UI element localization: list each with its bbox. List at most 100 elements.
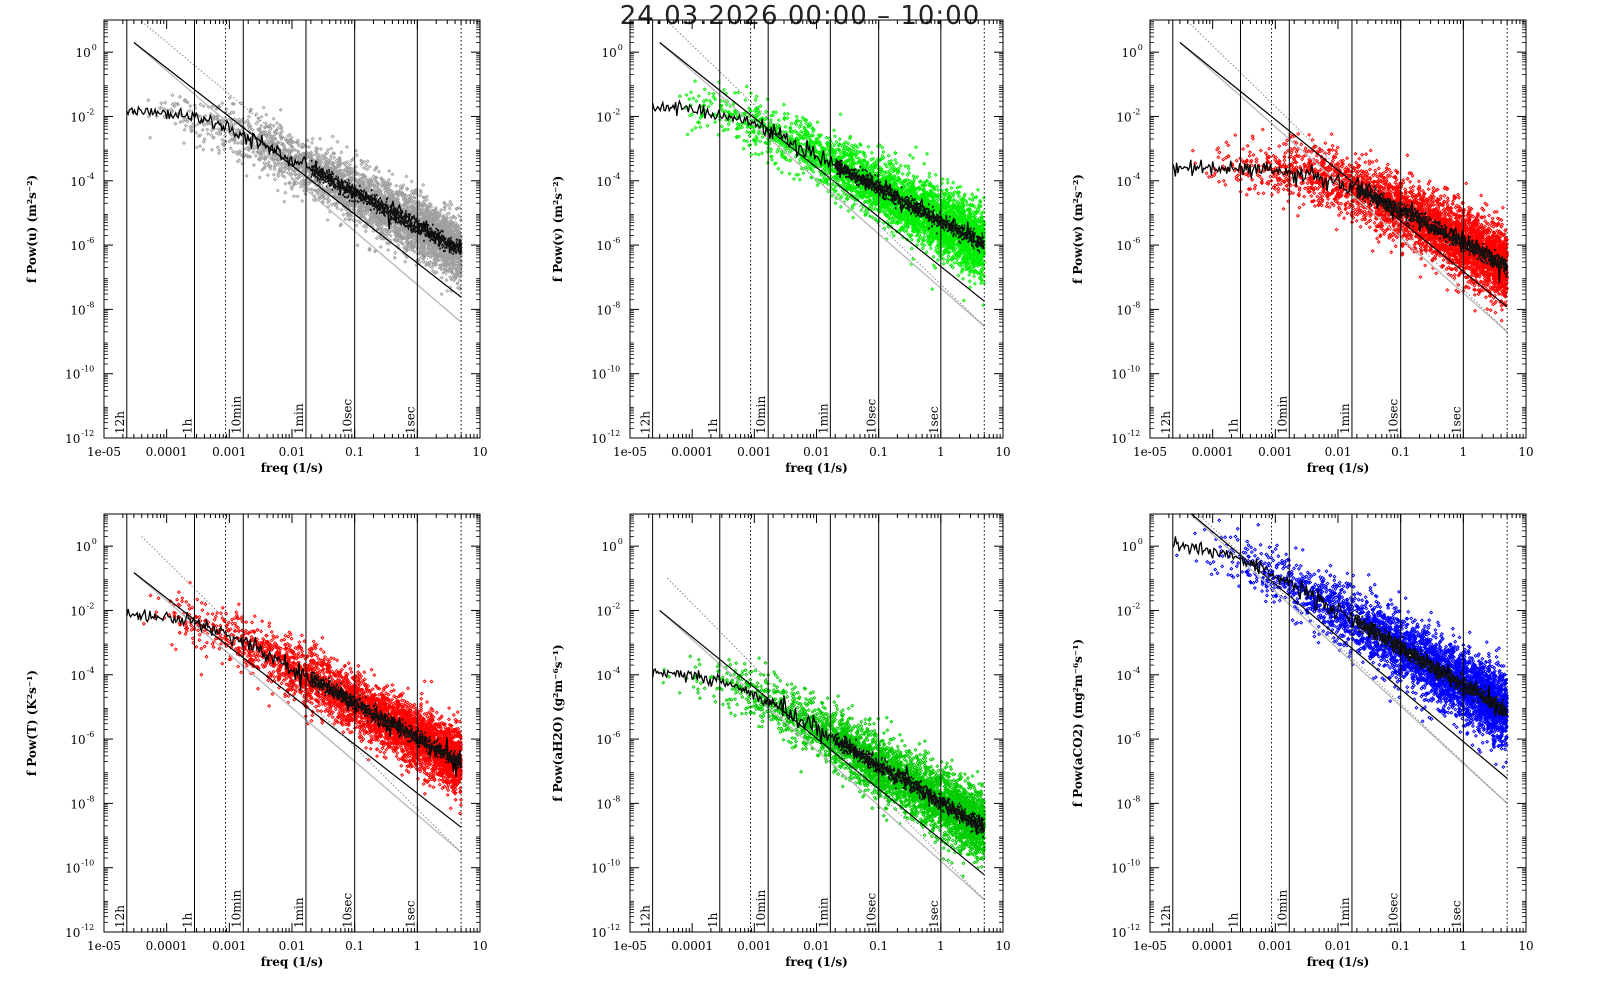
dotted-reference-line [141,536,462,853]
y-tick-label: 10 -2 [1116,107,1140,124]
y-tick-label: 10 -12 [1111,429,1140,446]
svg-text:10: 10 [596,733,611,747]
y-tick-label: 10 -10 [1111,859,1140,876]
y-axis-title: f Pow(w) (m²s⁻²) [1071,174,1085,284]
x-tick-label: 1e-05 [1133,445,1167,459]
marker-label-1sec: 1sec [403,406,417,434]
x-tick-label: 1 [1460,939,1468,953]
x-tick-label: 0.01 [1325,445,1352,459]
svg-text:10: 10 [65,432,80,446]
x-tick-label: 0.1 [1391,939,1410,953]
svg-text:10: 10 [591,368,606,382]
y-tick-label: 10 -6 [596,236,620,253]
x-axis-title: freq (1/s) [1307,955,1370,969]
svg-text:-10: -10 [607,859,620,868]
svg-text:10: 10 [1111,368,1126,382]
marker-label-12h: 12h [1159,905,1173,928]
svg-text:10: 10 [1122,46,1137,60]
marker-label-1h: 1h [180,418,194,434]
x-tick-label: 0.001 [1258,939,1292,953]
svg-text:10: 10 [70,110,85,124]
svg-text:10: 10 [65,368,80,382]
averaged-spectrum-band [834,158,985,254]
averaged-spectrum-band [834,733,986,838]
marker-label-1h: 1h [180,912,194,928]
spectrum-panel-1: 12h 1h 10min 1min 10sec 1sec 1e-05 0.0001 0.001 0… [25,19,488,475]
svg-text:-10: -10 [1127,859,1140,868]
plot-area [1172,514,1510,804]
svg-text:0: 0 [1138,537,1143,546]
x-tick-label: 1 [414,939,422,953]
marker-label-12h: 12h [639,905,653,928]
svg-text:0: 0 [618,537,623,546]
marker-label-12h: 12h [113,905,127,928]
marker-label-10sec: 10sec [865,398,879,434]
x-tick-label: 0.1 [345,939,364,953]
averaged-spectrum-band [310,671,462,769]
y-tick-label: 10 -12 [65,923,94,940]
svg-text:10: 10 [70,669,85,683]
marker-label-12h: 12h [639,411,653,434]
x-tick-label: 1e-05 [613,939,647,953]
svg-text:-8: -8 [1133,794,1141,803]
svg-text:10: 10 [596,175,611,189]
x-tick-label: 0.1 [1391,445,1410,459]
y-axis-title: f Pow(u) (m²s⁻²) [25,175,39,283]
x-tick-label: 0.1 [869,939,888,953]
reference-line [133,42,462,298]
svg-text:-12: -12 [1127,429,1140,438]
marker-label-12h: 12h [113,411,127,434]
marker-label-1h: 1h [1226,418,1240,434]
svg-text:-8: -8 [613,300,621,309]
x-tick-label: 1 [937,939,945,953]
svg-text:10: 10 [1111,862,1126,876]
y-tick-label: 10 -8 [70,300,94,317]
svg-text:10: 10 [1111,926,1126,940]
x-axis-title: freq (1/s) [1307,461,1370,475]
svg-text:10: 10 [596,604,611,618]
y-tick-label: 10 0 [602,43,623,60]
y-tick-label: 10 -12 [1111,923,1140,940]
svg-text:-8: -8 [1133,300,1141,309]
svg-text:10: 10 [70,604,85,618]
x-tick-label: 1e-05 [87,939,121,953]
y-tick-label: 10 -4 [596,172,620,189]
averaged-spectrum-line [126,608,462,778]
x-tick-label: 0.0001 [146,445,188,459]
svg-text:10: 10 [602,46,617,60]
svg-text:-12: -12 [1127,923,1140,932]
svg-text:10: 10 [596,797,611,811]
svg-text:-10: -10 [1127,365,1140,374]
svg-text:-2: -2 [87,107,95,116]
plot-area [126,536,464,853]
spectrum-panel-5: 12h 1h 10min 1min 10sec 1sec 1e-05 0.0001 0.001 0… [551,513,1011,969]
y-axis-title: f Pow(v) (m²s⁻²) [551,176,565,283]
averaged-spectrum-band [1356,610,1508,717]
scatter-points [1190,127,1510,323]
svg-text:-6: -6 [87,236,95,245]
y-tick-label: 10 -4 [596,666,620,683]
y-tick-label: 10 -6 [70,730,94,747]
averaged-spectrum-band [310,159,462,255]
svg-text:10: 10 [70,239,85,253]
spectrum-panel-6: 12h 1h 10min 1min 10sec 1sec 1e-05 0.0001 0.001 0… [1071,513,1534,969]
x-tick-label: 1 [937,445,945,459]
plot-area [126,21,464,323]
svg-text:10: 10 [1116,797,1131,811]
y-tick-label: 10 0 [76,43,97,60]
svg-text:10: 10 [70,797,85,811]
svg-text:-4: -4 [1133,666,1141,675]
svg-text:0: 0 [92,43,97,52]
marker-label-10min: 10min [229,396,243,434]
svg-text:10: 10 [1122,540,1137,554]
svg-text:10: 10 [1116,733,1131,747]
marker-label-1sec: 1sec [1449,406,1463,434]
marker-label-1min: 1min [816,403,830,434]
svg-text:10: 10 [596,303,611,317]
svg-text:-12: -12 [607,429,620,438]
svg-text:-6: -6 [613,730,621,739]
y-tick-label: 10 -4 [1116,172,1140,189]
y-tick-label: 10 -4 [1116,666,1140,683]
marker-label-10sec: 10sec [1387,398,1401,434]
y-tick-label: 10 -4 [70,172,94,189]
